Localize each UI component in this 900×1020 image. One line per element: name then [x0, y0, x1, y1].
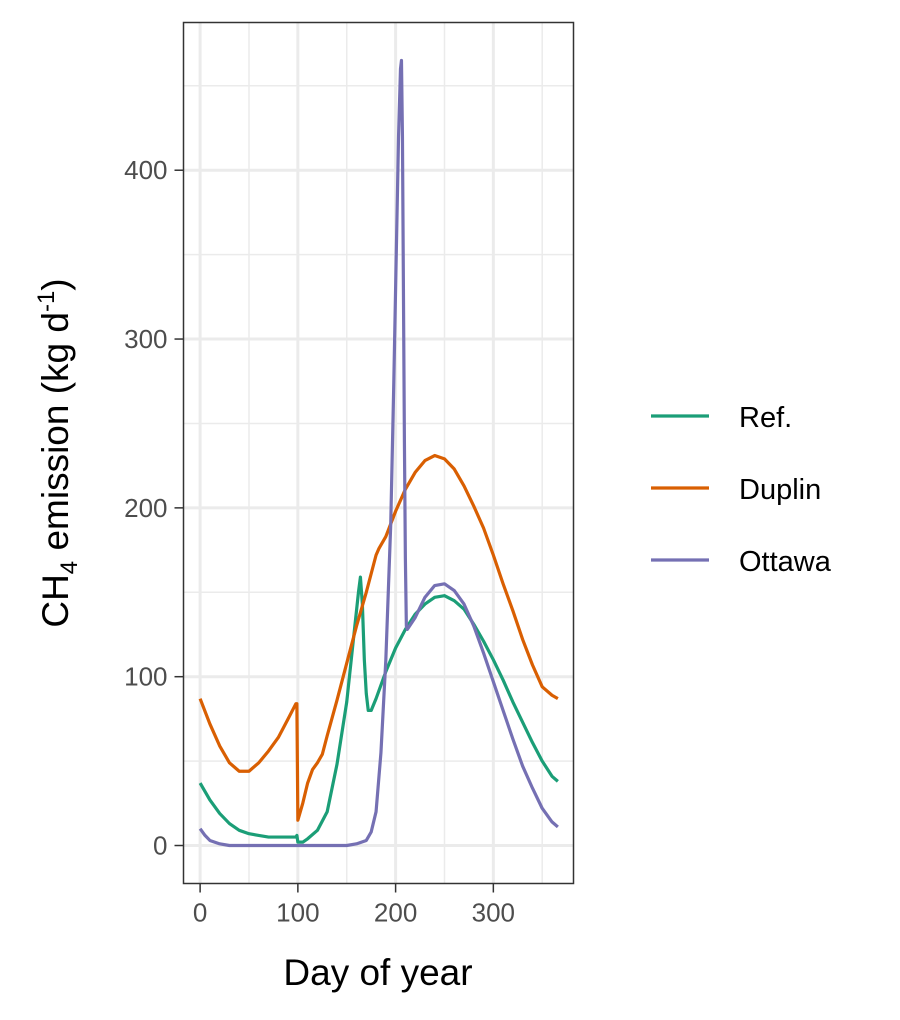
series-line-ottawa — [198, 58, 559, 848]
x-axis: 0 100 200 300 — [193, 883, 515, 928]
legend-label: Ottawa — [739, 546, 832, 578]
series-line-ref — [198, 575, 559, 844]
plot-border — [182, 21, 575, 885]
x-tick-label: 100 — [276, 898, 319, 928]
plot-panel — [183, 22, 574, 884]
y-tick-label: 200 — [124, 493, 167, 523]
legend: Ref. Duplin Ottawa — [651, 402, 832, 578]
x-tick-label: 200 — [374, 898, 417, 928]
series-lines — [198, 58, 559, 848]
series-line-duplin — [198, 453, 559, 822]
x-tick-label: 300 — [472, 898, 515, 928]
legend-label: Duplin — [739, 474, 821, 506]
y-tick-label: 400 — [124, 155, 167, 185]
legend-label: Ref. — [739, 402, 792, 434]
y-tick-label: 100 — [124, 662, 167, 692]
y-tick-label: 0 — [153, 831, 167, 861]
y-axis-title: CH4 emission (kg d-1) — [33, 278, 83, 627]
x-tick-label: 0 — [193, 898, 207, 928]
y-axis: 0 100 200 300 400 — [124, 155, 184, 861]
minor-gridlines — [183, 22, 574, 884]
x-axis-title: Day of year — [283, 952, 472, 993]
y-tick-label: 300 — [124, 324, 167, 354]
major-gridlines — [183, 22, 574, 884]
